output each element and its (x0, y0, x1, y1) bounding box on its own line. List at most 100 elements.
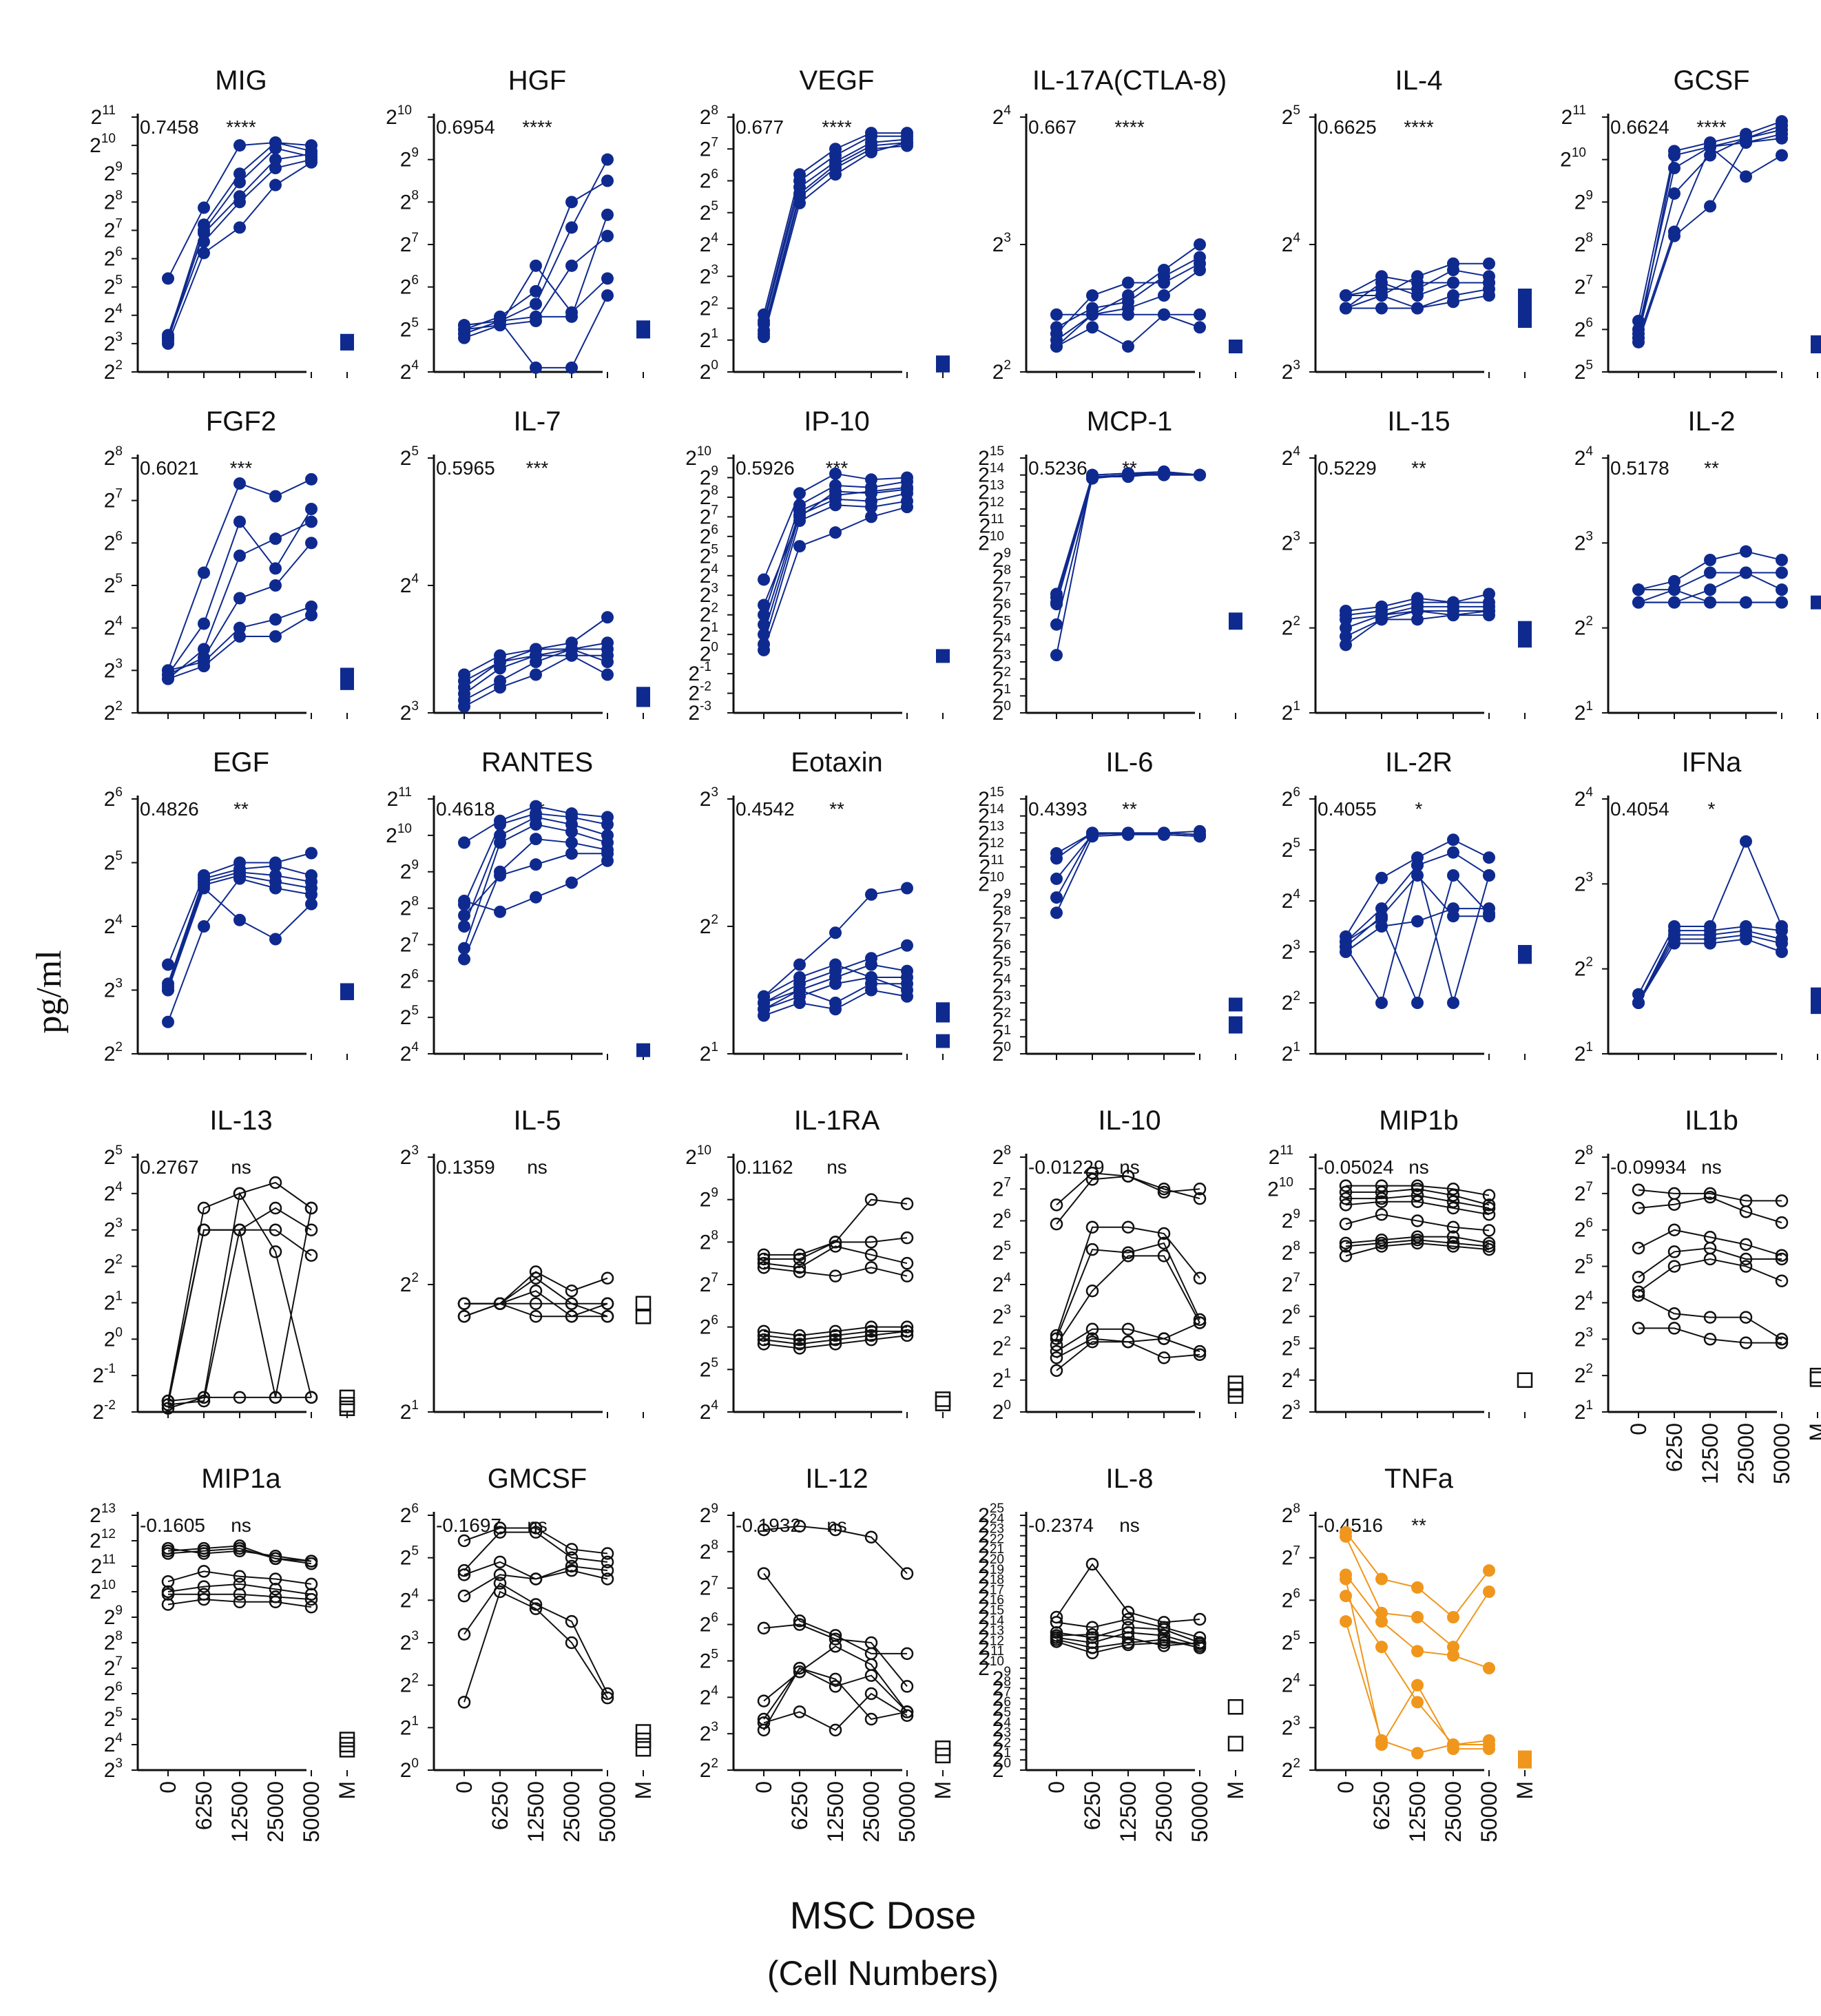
data-point (757, 1324, 771, 1338)
series-line (763, 1525, 908, 1575)
significance-label: ** (1122, 798, 1137, 820)
series-line (1638, 146, 1782, 338)
correlation-value: 0.4826 (140, 798, 199, 820)
data-point (1085, 1243, 1099, 1256)
panel-title: IL-7 (514, 406, 561, 437)
data-point (1411, 915, 1424, 928)
y-tick-label: 22 (1282, 989, 1300, 1015)
significance-label: **** (1404, 116, 1434, 138)
data-point (458, 836, 470, 849)
series-line (464, 1582, 608, 1694)
data-point (1668, 187, 1680, 200)
y-tick-label: 26 (700, 1313, 718, 1339)
correlation-value: 0.4055 (1318, 798, 1377, 820)
data-point (304, 1592, 318, 1606)
data-point (1157, 1227, 1171, 1240)
series-line (167, 1207, 312, 1402)
data-point (793, 487, 806, 500)
data-point (601, 153, 614, 166)
data-point (1446, 1220, 1460, 1234)
data-point (458, 331, 470, 344)
y-tick-label: 24 (992, 103, 1012, 129)
y-tick-label: 25 (400, 1004, 419, 1029)
data-point (1194, 830, 1206, 843)
series-line (1056, 1563, 1200, 1623)
data-point (865, 487, 877, 500)
data-point (829, 1672, 842, 1686)
data-point (1375, 276, 1388, 289)
data-point (1703, 1187, 1717, 1201)
data-point (1739, 1238, 1753, 1251)
y-tick-label: 25 (1574, 1253, 1593, 1278)
data-point (1086, 830, 1099, 843)
data-point (1667, 1245, 1681, 1258)
correlation-value: 0.7458 (140, 116, 199, 138)
data-point (1667, 1307, 1681, 1320)
data-point (1740, 835, 1752, 848)
data-point (1447, 1649, 1459, 1662)
data-point (1446, 1201, 1460, 1215)
data-point (161, 1394, 175, 1408)
y-tick-label: 210 (90, 1578, 116, 1603)
data-point (233, 630, 246, 643)
data-point (864, 1320, 878, 1333)
x-tick-label: 0 (156, 1781, 180, 1794)
series-line (1056, 1226, 1200, 1336)
x-tick-label: 12500 (523, 1781, 548, 1842)
data-point (457, 1568, 471, 1581)
correlation-value: -0.2374 (1028, 1515, 1094, 1536)
control-point (1809, 1371, 1821, 1387)
y-tick-label: 25 (104, 572, 123, 597)
y-tick-label: 210 (1267, 1175, 1293, 1201)
data-point (757, 1252, 771, 1266)
data-point (758, 608, 770, 621)
data-point (565, 1551, 579, 1564)
y-tick-label: 23 (104, 330, 123, 355)
control-point (935, 1391, 951, 1407)
y-tick-label: 22 (1574, 614, 1593, 640)
control-point (1518, 301, 1532, 315)
data-point (829, 1329, 842, 1342)
panel-title: FGF2 (206, 406, 276, 437)
y-tick-label: 2-1 (92, 1362, 116, 1387)
series-line (1056, 1641, 1200, 1654)
control-point (635, 1309, 652, 1324)
data-point (1668, 596, 1680, 609)
data-point (305, 503, 318, 515)
data-point (900, 1567, 914, 1580)
data-point (198, 201, 210, 214)
data-point (829, 499, 842, 512)
data-point (601, 854, 614, 867)
data-point (1632, 1241, 1645, 1255)
data-point (1339, 1249, 1353, 1262)
panel-il-6: IL-60.4393 **2021222324252627282921021121… (978, 747, 1242, 1066)
data-point (529, 1572, 543, 1586)
correlation-value: 0.2767 (140, 1156, 199, 1178)
data-point (1483, 289, 1495, 302)
x-tick-label: 50000 (1477, 1781, 1501, 1842)
data-point (1632, 331, 1645, 344)
data-point (1775, 1216, 1789, 1229)
data-point (1339, 1179, 1353, 1192)
panel-title: IL-8 (1106, 1464, 1154, 1494)
data-point (1085, 1628, 1099, 1641)
data-point (1482, 1224, 1496, 1237)
y-tick-label: 23 (1282, 1398, 1300, 1424)
data-point (758, 599, 770, 612)
data-point (601, 272, 614, 285)
panel-ifna: IFNa 0.4054 * 21 22 23 24 (1574, 747, 1821, 1066)
data-point (864, 1261, 878, 1274)
data-point (269, 1176, 282, 1189)
correlation-value: 0.6021 (140, 457, 199, 479)
data-point (197, 1547, 211, 1560)
y-tick-label: 22 (700, 295, 718, 320)
data-point (601, 1297, 614, 1310)
control-point (1811, 595, 1821, 610)
data-point (529, 1285, 543, 1298)
data-point (1483, 1586, 1495, 1598)
y-tick-label: 21 (992, 1366, 1011, 1392)
series-line (1345, 862, 1490, 1006)
data-point (793, 958, 806, 971)
data-point (601, 1271, 614, 1285)
data-point (864, 1669, 878, 1682)
